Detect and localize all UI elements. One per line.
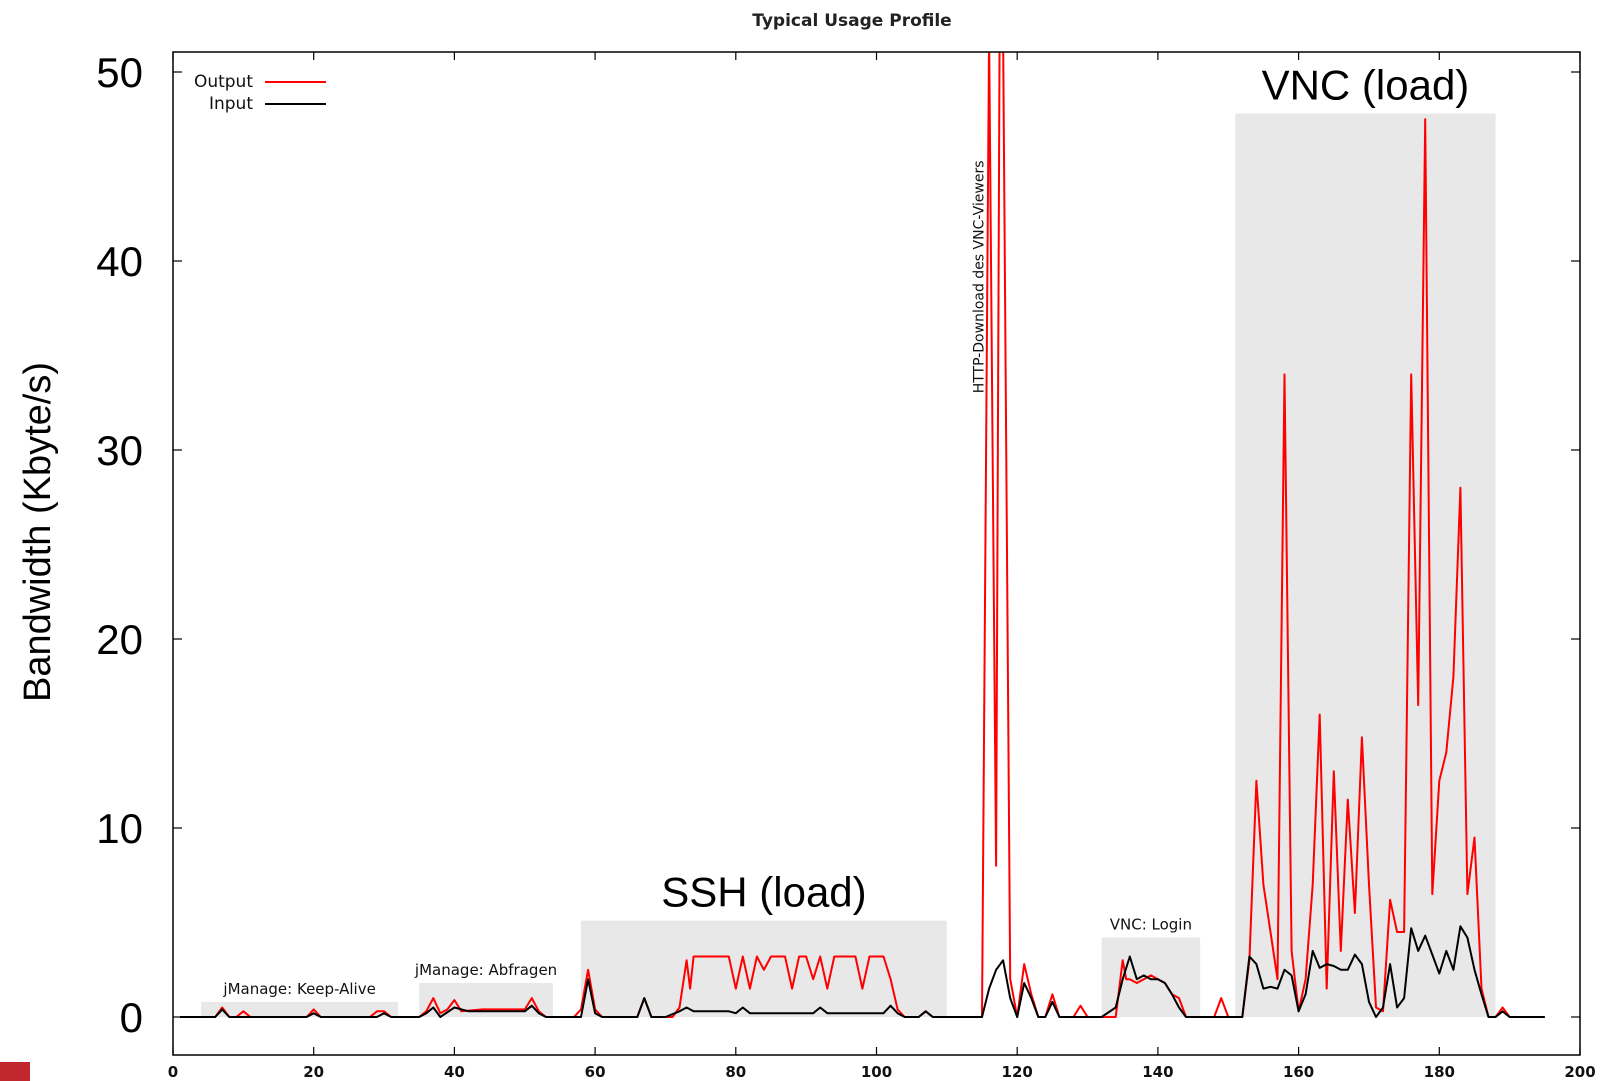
- x-tick-label: 40: [444, 1063, 465, 1081]
- x-tick-label: 120: [1002, 1063, 1033, 1081]
- x-tick-label: 100: [861, 1063, 892, 1081]
- region-label: SSH (load): [661, 869, 866, 916]
- x-tick-label: 80: [725, 1063, 746, 1081]
- corner-accent: [0, 1062, 30, 1081]
- legend-label-input: Input: [209, 94, 253, 114]
- y-tick-label: 50: [96, 49, 143, 96]
- region-label-bg: [1245, 57, 1486, 113]
- legend-label-output: Output: [194, 72, 253, 92]
- annotations: HTTP-Download des VNC-Viewers: [972, 160, 988, 393]
- y-tick-label: 0: [120, 994, 143, 1041]
- region-label: VNC: Login: [1110, 916, 1192, 934]
- y-tick-label: 40: [96, 238, 143, 285]
- x-tick-label: 60: [585, 1063, 606, 1081]
- y-axis-label: Bandwidth (Kbyte/s): [17, 362, 59, 702]
- x-tick-label: 180: [1424, 1063, 1455, 1081]
- series-line-input: [180, 925, 1545, 1018]
- vertical-annotation: HTTP-Download des VNC-Viewers: [972, 160, 988, 393]
- x-tick-label: 0: [168, 1063, 178, 1081]
- x-tick-label: 200: [1564, 1063, 1595, 1081]
- region-label: jManage: Abfragen: [414, 961, 557, 979]
- data-series: [180, 52, 1545, 1018]
- x-tick-label: 160: [1283, 1063, 1314, 1081]
- region-label: jManage: Keep-Alive: [222, 980, 375, 998]
- x-tick-label: 20: [303, 1063, 324, 1081]
- y-tick-label: 30: [96, 427, 143, 474]
- y-tick-label: 10: [96, 805, 143, 852]
- x-tick-label: 140: [1142, 1063, 1173, 1081]
- y-tick-label: 20: [96, 616, 143, 663]
- axes: 0 20 40 60 80 100 120 140 160 180 200 0 10 20 30 40 50: [96, 49, 1595, 1081]
- shaded-region-0: [201, 1001, 399, 1017]
- region-label: VNC (load): [1262, 62, 1470, 109]
- shaded-regions: jManage: Keep-Alive jManage: Abfragen SSH …: [201, 57, 1496, 1017]
- plot-frame: [172, 51, 1581, 1056]
- chart-title: Typical Usage Profile: [752, 11, 951, 31]
